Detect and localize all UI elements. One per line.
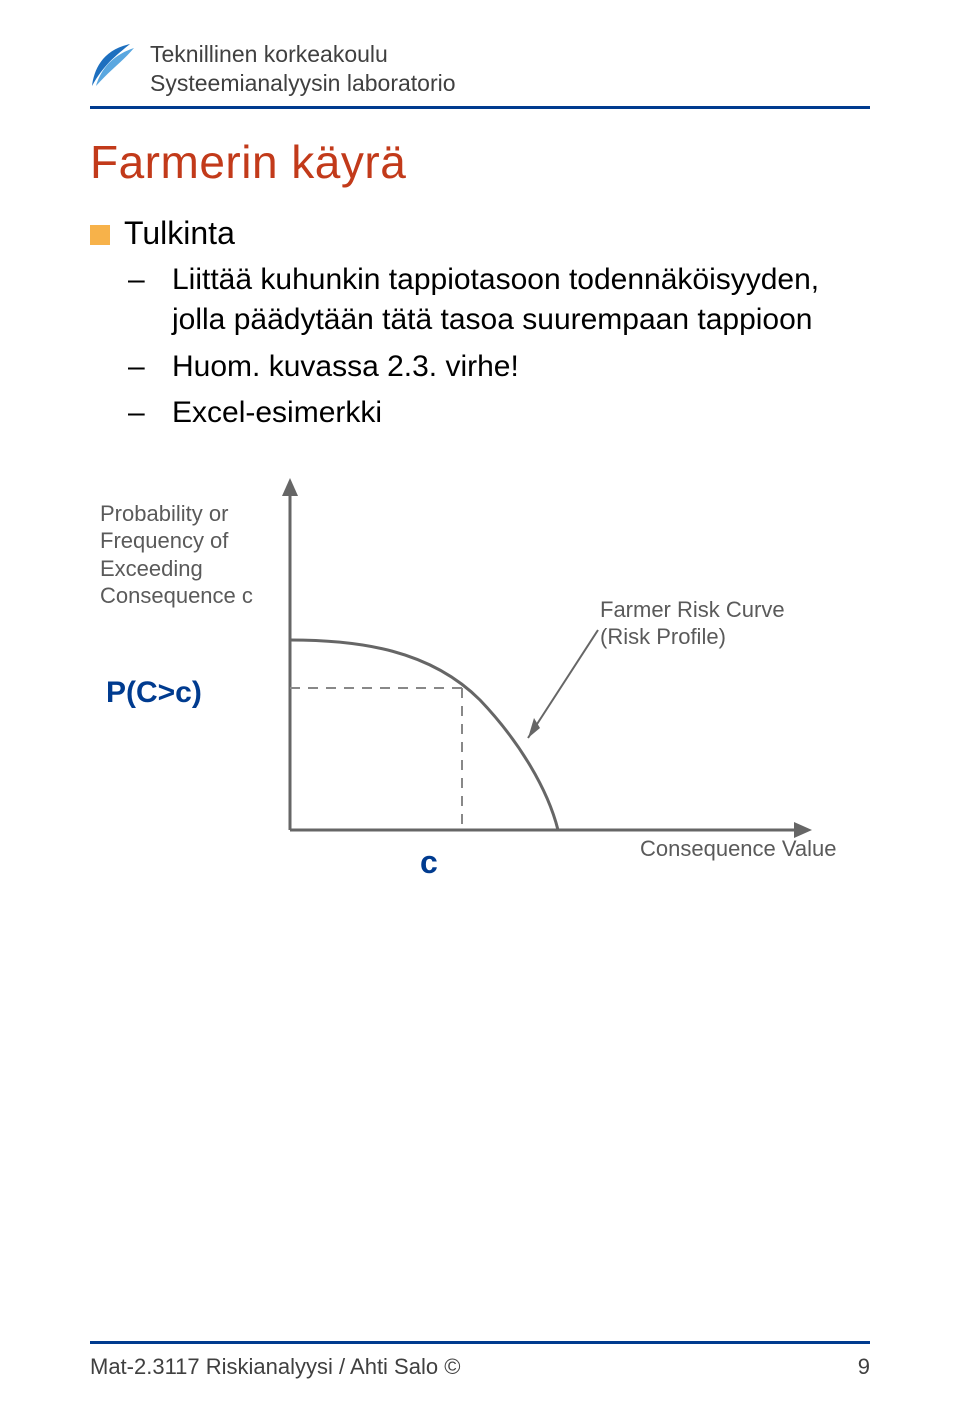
subitem: –Liittää kuhunkin tappiotasoon todennäkö… [150,260,870,341]
subitem-text: Huom. kuvassa 2.3. virhe! [172,350,519,383]
x-overlay-label: c [420,844,438,881]
footer-page-number: 9 [858,1354,870,1380]
slide-header: Teknillinen korkeakoulu Systeemianalyysi… [90,40,870,98]
farmer-curve [290,640,558,830]
axes [282,478,812,838]
y-overlay-label: P(C>c) [106,676,202,710]
bullet-text: Tulkinta [124,215,235,252]
slide-title: Farmerin käyrä [90,135,870,189]
label-arrow [528,630,598,738]
subitem: –Excel-esimerkki [150,393,870,434]
curve-svg [100,470,840,890]
dash-icon: – [150,347,172,388]
bullet-square-icon [90,225,110,245]
dash-icon: – [150,393,172,434]
curve-label-line: (Risk Profile) [600,623,785,651]
header-text: Teknillinen korkeakoulu Systeemianalyysi… [150,40,456,98]
subitem-text: Liittää kuhunkin tappiotasoon todennäköi… [172,263,819,337]
slide-page: Teknillinen korkeakoulu Systeemianalyysi… [0,0,960,1420]
curve-label: Farmer Risk Curve (Risk Profile) [600,596,785,651]
header-line-1: Teknillinen korkeakoulu [150,40,456,69]
dash-icon: – [150,260,172,301]
bullet-row: Tulkinta [90,215,870,252]
footer-left: Mat-2.3117 Riskianalyysi / Ahti Salo © [90,1354,460,1380]
sublist: –Liittää kuhunkin tappiotasoon todennäkö… [150,260,870,434]
slide-footer: Mat-2.3117 Riskianalyysi / Ahti Salo © 9 [90,1341,870,1380]
subitem: –Huom. kuvassa 2.3. virhe! [150,347,870,388]
header-line-2: Systeemianalyysin laboratorio [150,69,456,98]
farmer-curve-figure: Probability or Frequency of Exceeding Co… [100,470,840,900]
subitem-text: Excel-esimerkki [172,396,382,429]
x-axis-label: Consequence Value [640,836,837,862]
header-rule [90,106,870,109]
institution-logo [90,40,138,88]
curve-label-line: Farmer Risk Curve [600,596,785,624]
